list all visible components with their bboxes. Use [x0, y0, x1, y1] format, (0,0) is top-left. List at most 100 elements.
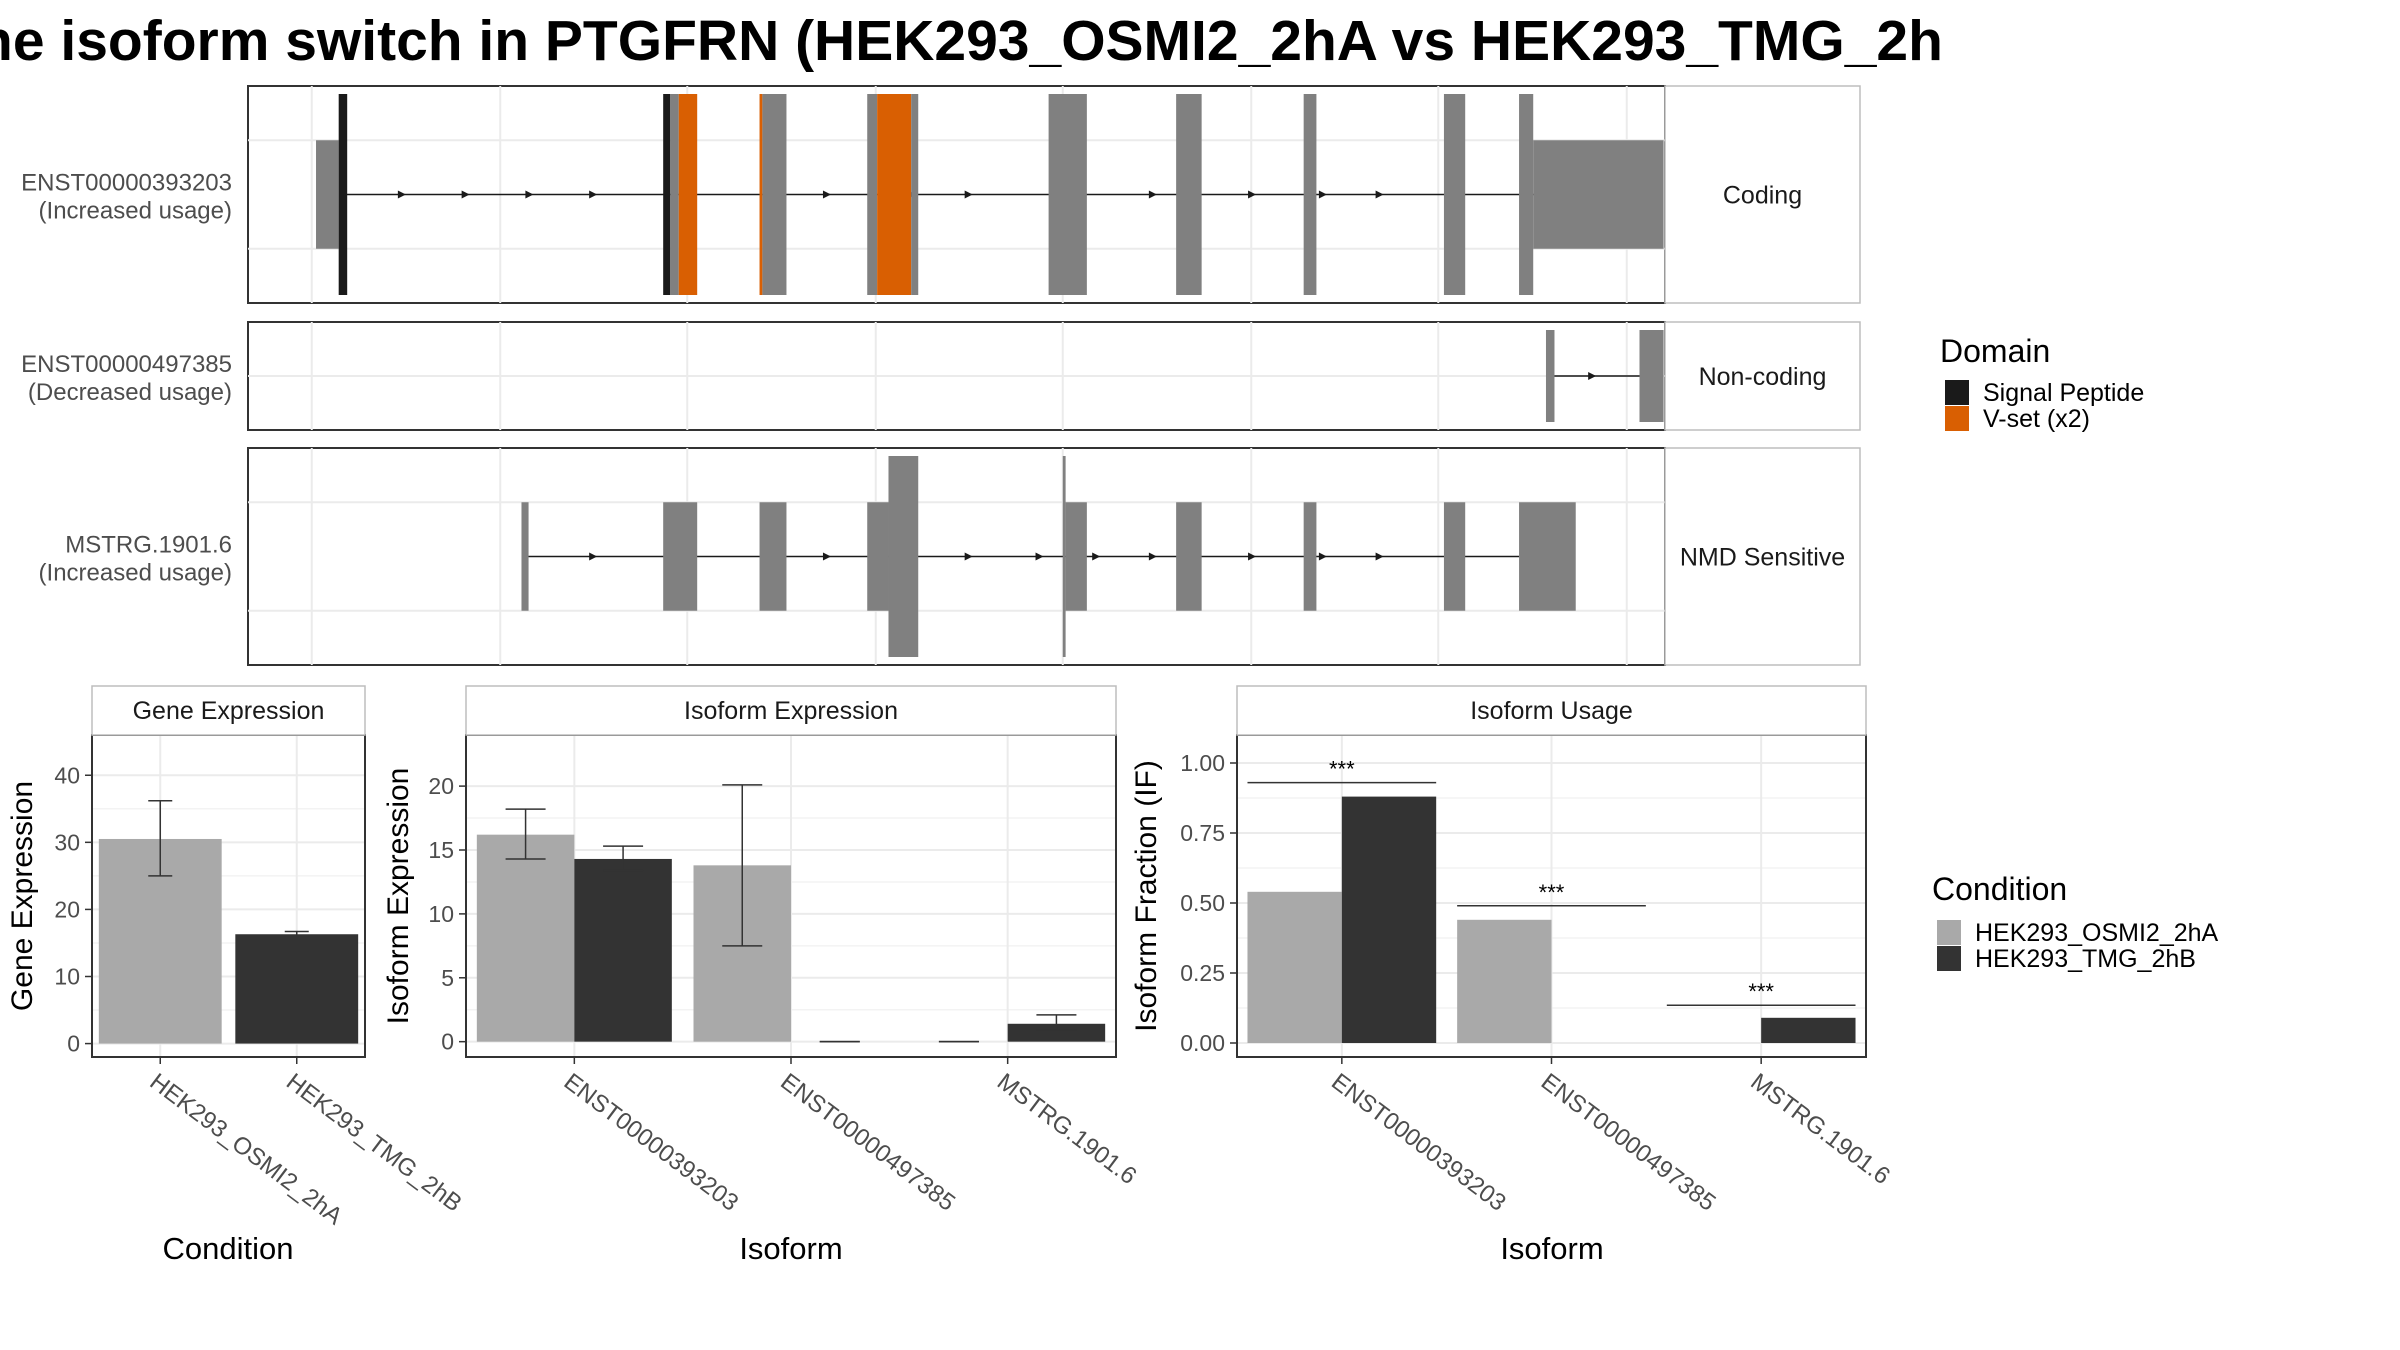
y-tick-label: 15 [428, 837, 454, 863]
expression-charts: Gene Expression010203040HEK293_OSMI2_2hA… [6, 685, 1895, 1266]
significance-label: *** [1748, 979, 1774, 1004]
significance-label: *** [1329, 757, 1355, 782]
transcript-ENST00000497385: Non-coding ENST00000497385(Decreased usag… [21, 321, 1861, 431]
legend-label: HEK293_OSMI2_2hA [1975, 919, 2219, 947]
strand-arrow [589, 190, 598, 199]
x-axis-label: Isoform [1500, 1231, 1603, 1266]
legend-label: V-set (x2) [1983, 405, 2090, 433]
bar [1247, 891, 1342, 1043]
exon [1065, 502, 1087, 611]
transcript-usage-label: (Increased usage) [39, 560, 232, 587]
exon [762, 94, 787, 295]
domain-vset [678, 94, 698, 295]
condition-legend-title: Condition [1932, 871, 2067, 907]
strand-arrow [1375, 552, 1384, 561]
strand-arrow [1375, 190, 1384, 199]
exon [1519, 94, 1534, 295]
facet-strip [1664, 447, 1861, 666]
legend-swatch [1937, 946, 1961, 971]
strand-arrow [1148, 190, 1157, 199]
legend-swatch [1937, 920, 1961, 945]
transcript-id-label: MSTRG.1901.6 [65, 532, 232, 559]
bar [1007, 1023, 1106, 1042]
transcript-MSTRG.1901.6: NMD Sensitive MSTRG.1901.6(Increased usag… [39, 447, 1861, 666]
facet-strip [1236, 685, 1867, 736]
strand-arrow [525, 190, 534, 199]
chart-isoform-usage: *** *** *** Isoform Usage 0.00 0.25 0.50 0.75 1.… [1130, 685, 1895, 1266]
transcript-ENST00000393203: Coding ENST00000393203(Increased usage) [21, 85, 1861, 304]
condition-legend-entry: HEK293_TMG_2hB [1937, 945, 2196, 973]
x-axis-label: Isoform [739, 1231, 842, 1266]
strand-arrow [1148, 552, 1157, 561]
exon [670, 94, 679, 295]
x-tick-label: MSTRG.1901.6 [1746, 1068, 1895, 1190]
legend-label: HEK293_TMG_2hB [1975, 945, 2196, 973]
facet-strip [1664, 321, 1861, 431]
strand-arrow [461, 190, 470, 199]
exon [1176, 94, 1202, 295]
domain-signal_peptide [663, 94, 671, 295]
transcript-usage-label: (Decreased usage) [28, 379, 232, 406]
x-tick-label: ENST00000497385 [775, 1068, 960, 1216]
facet-strip [91, 685, 366, 736]
chart-isoform-expression: Isoform Expression 0 5 10 15 20 ENST0000039320… [382, 685, 1141, 1266]
y-tick-label: 40 [54, 762, 80, 788]
exon [1545, 330, 1555, 422]
facet-strip [465, 685, 1117, 736]
facet-strip-label: NMD Sensitive [1680, 544, 1845, 572]
y-tick-label: 0.50 [1180, 890, 1225, 916]
domain-signal_peptide [338, 94, 348, 295]
domain-legend-entry: V-set (x2) [1945, 405, 2090, 433]
facet-strip-label: Coding [1723, 182, 1802, 210]
y-tick-label: 10 [428, 901, 454, 927]
legend-swatch [1945, 406, 1969, 431]
legend-label: Signal Peptide [1983, 379, 2144, 407]
exon [759, 502, 787, 611]
strand-arrow [589, 552, 598, 561]
domain-vset [759, 94, 763, 295]
strand-arrow [1092, 552, 1101, 561]
legend-swatch [1945, 380, 1969, 405]
chart-title: Isoform Usage [1470, 697, 1633, 725]
significance-label: *** [1539, 880, 1565, 905]
y-axis-label: Gene Expression [6, 781, 39, 1011]
strand-arrow [1588, 372, 1597, 380]
y-tick-label: 20 [54, 896, 80, 922]
domain-legend-title: Domain [1940, 333, 2050, 369]
y-tick-label: 20 [428, 773, 454, 799]
bar [1457, 919, 1552, 1043]
domain-legend-entry: Signal Peptide [1945, 379, 2144, 407]
strand-arrow [1248, 552, 1257, 561]
exon [1533, 140, 1664, 249]
chart-title: Isoform Expression [684, 697, 898, 725]
y-tick-label: 0.00 [1180, 1030, 1225, 1056]
bar [574, 858, 672, 1042]
condition-legend-entry: HEK293_OSMI2_2hA [1937, 919, 2219, 947]
strand-arrow [964, 552, 973, 561]
strand-arrow [397, 190, 406, 199]
exon [1519, 502, 1576, 611]
facet-strip-label: Non-coding [1699, 363, 1827, 391]
transcript-id-label: ENST00000497385 [21, 351, 232, 378]
exon [1639, 330, 1664, 422]
strand-arrow [1318, 552, 1327, 561]
exon [1176, 502, 1202, 611]
y-axis-label: Isoform Fraction (IF) [1130, 760, 1163, 1032]
exon [911, 94, 919, 295]
domain-vset [877, 94, 912, 295]
exon [1443, 94, 1466, 295]
exon [1443, 502, 1466, 611]
y-axis-label: Isoform Expression [382, 768, 415, 1025]
strand-arrow [964, 190, 973, 199]
facet-strip [1664, 85, 1861, 304]
strand-arrow [822, 190, 831, 199]
strand-arrow [1248, 190, 1257, 199]
strand-arrow [822, 552, 831, 561]
exon [867, 502, 889, 611]
x-tick-label: ENST00000497385 [1536, 1068, 1721, 1216]
figure-title: ne isoform switch in PTGFRN (HEK293_OSMI… [0, 9, 1943, 73]
